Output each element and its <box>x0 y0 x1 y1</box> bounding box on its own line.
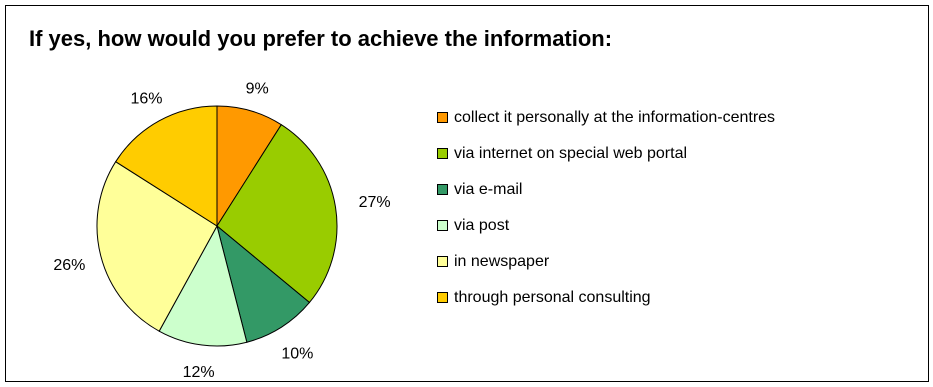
legend-label: through personal consulting <box>454 289 651 306</box>
legend-swatch <box>437 256 448 267</box>
pie-label-via-post: 12% <box>183 364 215 381</box>
pie-labels: 9% 27% 10% 12% 26% 16% <box>53 81 390 382</box>
pie-slice-via-e-mail <box>216 224 311 343</box>
legend-swatch <box>437 184 448 195</box>
legend-swatch <box>437 112 448 123</box>
legend-label: in newspaper <box>454 253 550 270</box>
legend-label: via post <box>454 217 510 234</box>
legend-label: via internet on special web portal <box>454 145 688 162</box>
legend-swatch <box>437 292 448 303</box>
legend-label: via e-mail <box>454 181 523 198</box>
pie-label-via-internet-on-special-web-portal: 27% <box>359 194 391 211</box>
pie-label-via-e-mail: 10% <box>281 346 313 363</box>
pie-label-collect-it-personally-at-the-information-centres: 9% <box>246 81 269 98</box>
pie-label-through-personal-consulting: 16% <box>130 91 162 108</box>
chart-title: If yes, how would you prefer to achieve … <box>29 26 613 51</box>
legend-label: collect it personally at the information… <box>454 109 776 126</box>
legend-swatch <box>437 148 448 159</box>
pie-slice-in-newspaper <box>96 161 218 332</box>
pie-slice-via-internet-on-special-web-portal <box>216 123 338 304</box>
pie-slice-through-personal-consulting <box>114 105 218 227</box>
pie-slices <box>96 105 338 347</box>
pie-slice-via-post <box>158 224 248 347</box>
legend-swatch <box>437 220 448 231</box>
pie-label-in-newspaper: 26% <box>53 257 85 274</box>
